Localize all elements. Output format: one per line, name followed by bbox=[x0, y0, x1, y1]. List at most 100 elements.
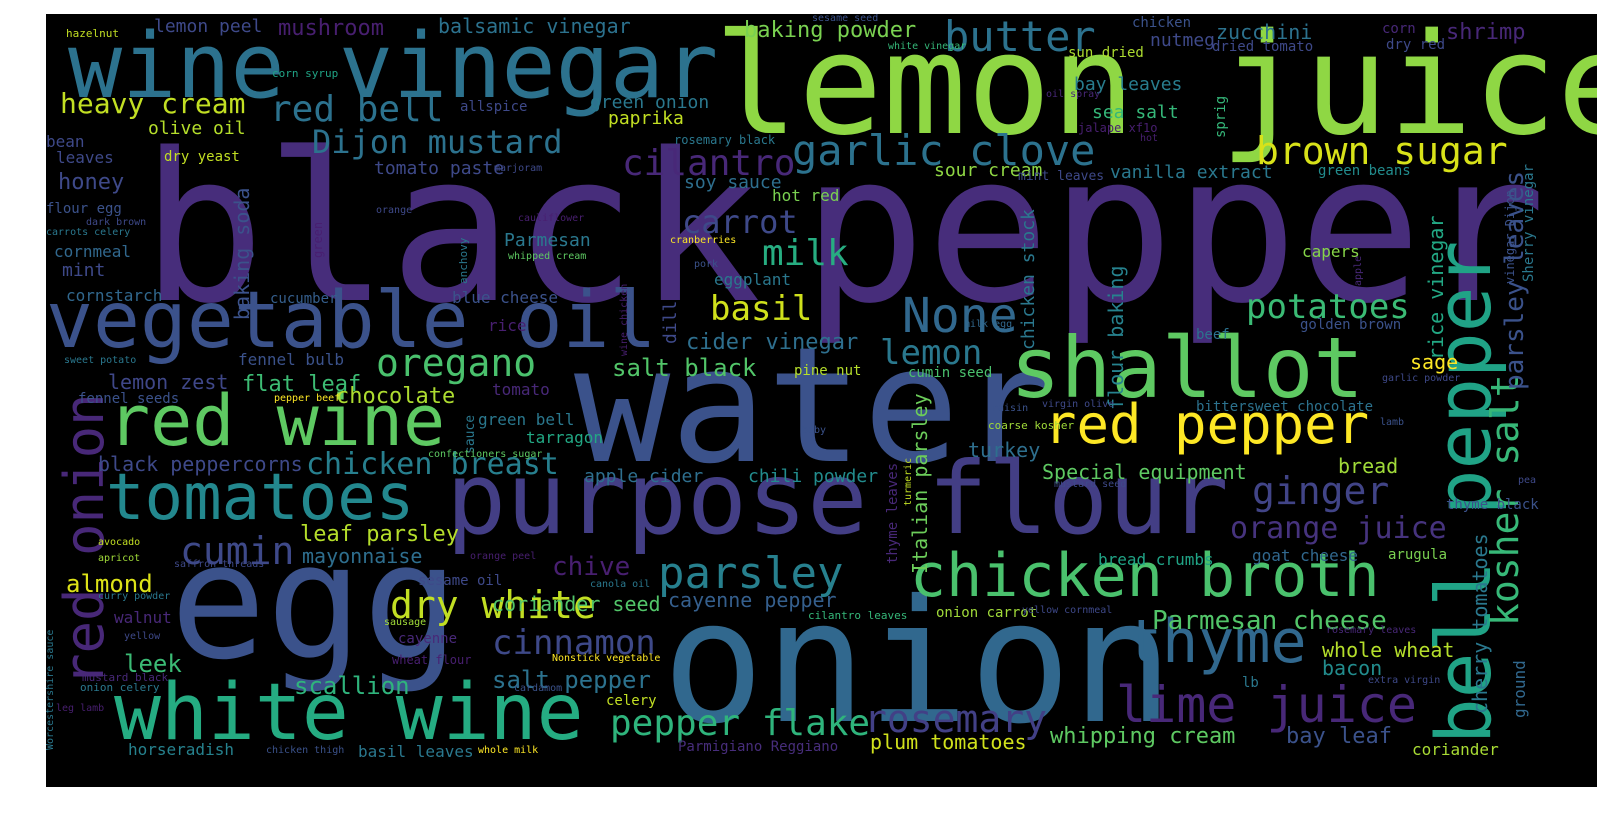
cloud-word: wine chicken bbox=[619, 283, 630, 356]
cloud-word: sun dried bbox=[1068, 45, 1144, 61]
cloud-word: oregano bbox=[376, 341, 537, 385]
cloud-word: chili powder bbox=[748, 466, 879, 487]
cloud-word: salt pepper bbox=[492, 666, 651, 694]
cloud-word: black peppercorns bbox=[98, 452, 303, 476]
cloud-word: bay leaves bbox=[1074, 74, 1183, 95]
cloud-word: orange juice bbox=[1230, 511, 1447, 546]
cloud-word: sesame seed bbox=[812, 14, 879, 24]
cloud-word: purpose flour bbox=[446, 440, 1229, 557]
cloud-word: green beans bbox=[1318, 163, 1411, 179]
word-cloud: black pepper lemon juice wine vinegar wa… bbox=[46, 14, 1597, 787]
cloud-word: cayenne bbox=[398, 631, 458, 647]
cloud-word: confectioners sugar bbox=[428, 449, 543, 460]
cloud-word: leaves bbox=[56, 148, 114, 167]
cloud-word: leg lamb bbox=[56, 703, 105, 714]
cloud-word: red bell bbox=[270, 89, 444, 130]
cloud-word: rosemary bbox=[864, 697, 1048, 741]
cloud-word: flour egg bbox=[46, 201, 122, 217]
cloud-word: Parmigiano Reggiano bbox=[678, 739, 839, 755]
cloud-word: saffron threads bbox=[174, 559, 265, 570]
cloud-word: white wine bbox=[114, 668, 584, 758]
cloud-word: red pepper bbox=[1044, 393, 1370, 456]
cloud-word: curry powder bbox=[98, 591, 171, 602]
cloud-word: leaf parsley bbox=[300, 522, 459, 547]
cloud-word: pine nut bbox=[794, 363, 862, 379]
cloud-word: cornmeal bbox=[54, 242, 132, 261]
cloud-word: cayenne pepper bbox=[668, 588, 837, 612]
cloud-word: dry red bbox=[1386, 37, 1446, 53]
cloud-word: pepper flake bbox=[610, 703, 871, 744]
cloud-word: tomatoes bbox=[106, 461, 415, 535]
cloud-word: cranberries bbox=[670, 235, 737, 246]
cloud-word: chicken broth bbox=[910, 541, 1380, 611]
cloud-word: anchovy bbox=[457, 237, 470, 284]
cloud-word: golden brown bbox=[1300, 317, 1402, 333]
cloud-word: virgin olive bbox=[1042, 399, 1115, 410]
cloud-word: bread bbox=[1338, 454, 1399, 478]
cloud-word: orange bbox=[376, 205, 413, 216]
cloud-word: cumin seed bbox=[908, 365, 993, 381]
cloud-word: garlic powder bbox=[1382, 373, 1461, 384]
cloud-word: yellow cornmeal bbox=[1022, 605, 1113, 616]
cloud-word: thyme bbox=[1126, 607, 1307, 677]
cloud-word: mint leaves bbox=[1018, 169, 1105, 184]
cloud-word: bacon bbox=[1322, 656, 1383, 680]
cloud-word: cilantro leaves bbox=[808, 609, 908, 622]
cloud-word: bean bbox=[46, 132, 85, 151]
cloud-word: basil leaves bbox=[358, 742, 474, 761]
cloud-word: pea bbox=[1518, 475, 1537, 486]
cloud-word: sweet potato bbox=[64, 355, 137, 366]
cloud-word: green bbox=[311, 221, 325, 258]
cloud-word: rosemary black bbox=[674, 133, 776, 147]
cloud-word: Nonstick vegetable bbox=[552, 653, 661, 664]
cloud-word: heavy cream bbox=[60, 87, 246, 120]
cloud-word: horseradish bbox=[128, 740, 234, 759]
cloud-word: lemon juice bbox=[714, 14, 1597, 167]
cloud-word: parsley bbox=[658, 548, 844, 599]
cloud-word: lemon bbox=[880, 333, 983, 373]
cloud-word: mustard seed bbox=[1054, 479, 1127, 490]
cloud-word: tomato paste bbox=[374, 158, 505, 179]
cloud-word: sea salt bbox=[1092, 102, 1179, 123]
cloud-word: mushroom bbox=[278, 16, 384, 41]
cloud-word: fennel seeds bbox=[78, 391, 180, 407]
cloud-word: scallion bbox=[294, 672, 410, 700]
cloud-word: chicken stock bbox=[1018, 209, 1039, 350]
cloud-word: water bbox=[574, 312, 1056, 499]
cloud-word: marjoram bbox=[494, 163, 543, 174]
cloud-word: soy sauce bbox=[684, 172, 782, 193]
cloud-word: sour cream bbox=[934, 160, 1043, 181]
cloud-word: olive oil bbox=[148, 118, 246, 139]
cloud-word: coarse kosher bbox=[988, 419, 1075, 432]
cloud-word: Worcestershire sauce bbox=[46, 629, 56, 750]
cloud-word: sage bbox=[1410, 350, 1459, 374]
cloud-word: dark brown bbox=[86, 217, 147, 228]
cloud-word: None bbox=[902, 288, 1018, 344]
cloud-word: dill bbox=[660, 300, 681, 344]
cloud-word: coriander bbox=[1412, 740, 1499, 759]
cloud-word: corn syrup bbox=[272, 67, 339, 80]
cloud-word: mint bbox=[62, 260, 106, 281]
cloud-word: sausage bbox=[384, 617, 427, 628]
cloud-word: dry white bbox=[390, 583, 596, 627]
cloud-word: jalape xf1o bbox=[1078, 121, 1158, 135]
cloud-word: apple cider bbox=[584, 466, 704, 487]
cloud-word: plum tomatoes bbox=[870, 730, 1027, 754]
cloud-word: Parmesan bbox=[504, 230, 591, 251]
cloud-word: garlic clove bbox=[792, 126, 1096, 175]
cloud-word: wine vinegar bbox=[68, 14, 719, 119]
cloud-word: thyme black bbox=[1446, 497, 1539, 513]
cloud-word: egg bbox=[170, 508, 459, 695]
cloud-word: flat leaf bbox=[242, 372, 362, 397]
cloud-word: avocado bbox=[98, 537, 141, 548]
cloud-word: cilantro bbox=[622, 143, 796, 184]
cloud-word: arugula bbox=[1388, 547, 1448, 563]
cloud-word: oil spray bbox=[1046, 89, 1101, 100]
cloud-word: white vinegar bbox=[888, 41, 967, 52]
cloud-word: cucumber bbox=[270, 291, 338, 307]
cloud-word: sesame oil bbox=[418, 573, 503, 589]
cloud-word: rice vinegar bbox=[1424, 215, 1448, 361]
cloud-word: rosemary leaves bbox=[1326, 625, 1417, 636]
cloud-word: coriander seed bbox=[492, 592, 661, 616]
cloud-word: pepper beef bbox=[274, 393, 341, 404]
